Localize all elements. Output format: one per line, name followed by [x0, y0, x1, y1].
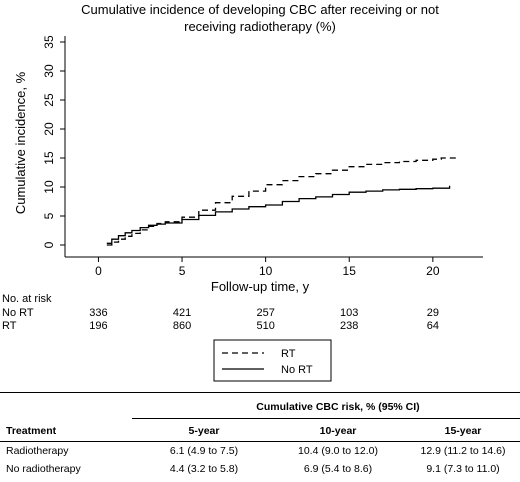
series-line-rt [106, 157, 459, 246]
y-tick-label-4: 20 [42, 122, 56, 136]
legend-label-rt: RT [281, 348, 296, 360]
at-risk-value-no-rt-3: 103 [340, 307, 358, 319]
at-risk-value-rt-3: 238 [340, 320, 358, 332]
x-tick-label-0: 0 [95, 264, 102, 278]
legend-label-no-rt: No RT [281, 364, 313, 376]
x-tick-label-3: 15 [343, 264, 357, 278]
at-risk-label: No. at risk [2, 293, 52, 305]
at-risk-value-no-rt-4: 29 [427, 307, 439, 319]
chart-title-line1: Cumulative incidence of developing CBC a… [81, 2, 439, 17]
legend-box [213, 339, 332, 382]
at-risk-values: 336 421 257 103 29 196 860 510 238 64 [89, 307, 439, 332]
at-risk-value-rt-2: 510 [256, 320, 274, 332]
y-tick-label-7: 35 [42, 35, 56, 49]
y-tick-label-1: 5 [42, 212, 56, 219]
at-risk-value-rt-4: 64 [427, 320, 439, 332]
at-risk-value-no-rt-1: 421 [173, 307, 191, 319]
legend: RT No RT [213, 339, 332, 382]
y-axis-label: Cumulative incidence, % [13, 71, 28, 214]
plot-area: 0 5 10 15 20 25 30 35 0 5 10 15 20 [42, 35, 483, 278]
x-tick-label-4: 20 [426, 264, 440, 278]
at-risk-value-no-rt-2: 257 [256, 307, 274, 319]
series-line-no-rt [106, 185, 451, 244]
at-risk-value-rt-1: 860 [173, 320, 191, 332]
y-tick-label-3: 15 [42, 151, 56, 165]
at-risk-row-label-rt: RT [2, 320, 17, 332]
x-tick-label-2: 10 [259, 264, 273, 278]
at-risk-value-rt-0: 196 [89, 320, 107, 332]
y-tick-label-2: 10 [42, 180, 56, 194]
x-tick-label-1: 5 [179, 264, 186, 278]
at-risk-value-no-rt-0: 336 [89, 307, 107, 319]
y-tick-label-0: 0 [42, 241, 56, 248]
at-risk-row-label-no-rt: No RT [2, 307, 34, 319]
y-tick-label-5: 25 [42, 93, 56, 107]
chart-title-line2: receiving radiotherapy (%) [184, 19, 336, 34]
y-tick-label-6: 30 [42, 64, 56, 78]
x-axis-label: Follow-up time, y [211, 279, 310, 294]
